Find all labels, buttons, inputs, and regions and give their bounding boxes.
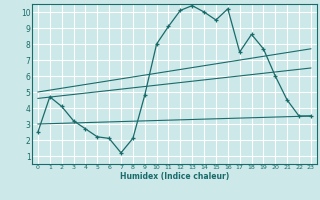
X-axis label: Humidex (Indice chaleur): Humidex (Indice chaleur): [120, 172, 229, 181]
